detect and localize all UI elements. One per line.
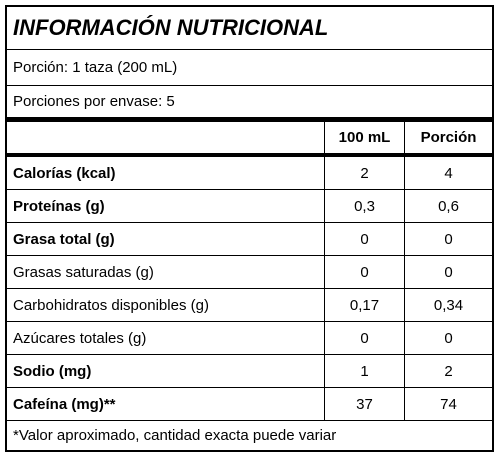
value-portion: 0,34 [433, 296, 464, 314]
nutrient-label: Grasa total (g) [7, 223, 325, 255]
value-portion: 74 [440, 395, 457, 413]
value-portion: 0 [444, 329, 453, 347]
value-portion: 0 [444, 230, 453, 248]
value-portion: 4 [444, 164, 453, 182]
serving: Porción: 1 taza (200 mL) [13, 59, 178, 76]
nutrient-label: Cafeína (mg)** [7, 388, 325, 420]
value-100ml: 37 [325, 388, 405, 420]
title: INFORMACIÓN NUTRICIONAL [13, 15, 329, 40]
nutrient-label: Carbohidratos disponibles (g) [7, 289, 325, 321]
servings-row: Porciones por envase: 5 [7, 86, 492, 122]
nutrition-table: INFORMACIÓN NUTRICIONAL Porción: 1 taza … [5, 5, 494, 452]
value-100ml: 0 [325, 322, 405, 354]
header-row: 100 mL Porción [7, 122, 492, 157]
nutrient-row: Proteínas (g) 0,3 0,6 [7, 190, 492, 223]
nutrient-row: Calorías (kcal) 2 4 [7, 157, 492, 190]
nutrient-row: Sodio (mg) 1 2 [7, 355, 492, 388]
footnote-row: *Valor aproximado, cantidad exacta puede… [7, 421, 492, 450]
nutrient-label: Grasas saturadas (g) [7, 256, 325, 288]
value-100ml: 0,3 [325, 190, 405, 222]
footnote: *Valor aproximado, cantidad exacta puede… [13, 427, 337, 444]
title-row: INFORMACIÓN NUTRICIONAL [7, 7, 492, 50]
value-100ml: 0 [325, 256, 405, 288]
value-100ml: 2 [325, 157, 405, 189]
serving-row: Porción: 1 taza (200 mL) [7, 50, 492, 86]
value-100ml: 1 [325, 355, 405, 387]
nutrient-label: Proteínas (g) [7, 190, 325, 222]
header-empty [7, 122, 325, 153]
nutrient-row: Grasas saturadas (g) 0 0 [7, 256, 492, 289]
rows: Calorías (kcal) 2 4 Proteínas (g) 0,3 0,6 Gras… [7, 157, 492, 421]
nutrient-label: Sodio (mg) [7, 355, 325, 387]
nutrient-label: Azúcares totales (g) [7, 322, 325, 354]
nutrient-row: Grasa total (g) 0 0 [7, 223, 492, 256]
nutrient-row: Cafeína (mg)** 37 74 [7, 388, 492, 421]
column-header: 100 mL [325, 122, 405, 153]
servings: Porciones por envase: 5 [13, 93, 175, 110]
value-portion: 0,6 [438, 197, 459, 215]
nutrient-label: Calorías (kcal) [7, 157, 325, 189]
nutrient-row: Azúcares totales (g) 0 0 [7, 322, 492, 355]
value-portion: 0 [444, 263, 453, 281]
value-100ml: 0 [325, 223, 405, 255]
nutrient-row: Carbohidratos disponibles (g) 0,17 0,34 [7, 289, 492, 322]
column-header: Porción [420, 129, 477, 146]
value-portion: 2 [444, 362, 453, 380]
value-100ml: 0,17 [325, 289, 405, 321]
